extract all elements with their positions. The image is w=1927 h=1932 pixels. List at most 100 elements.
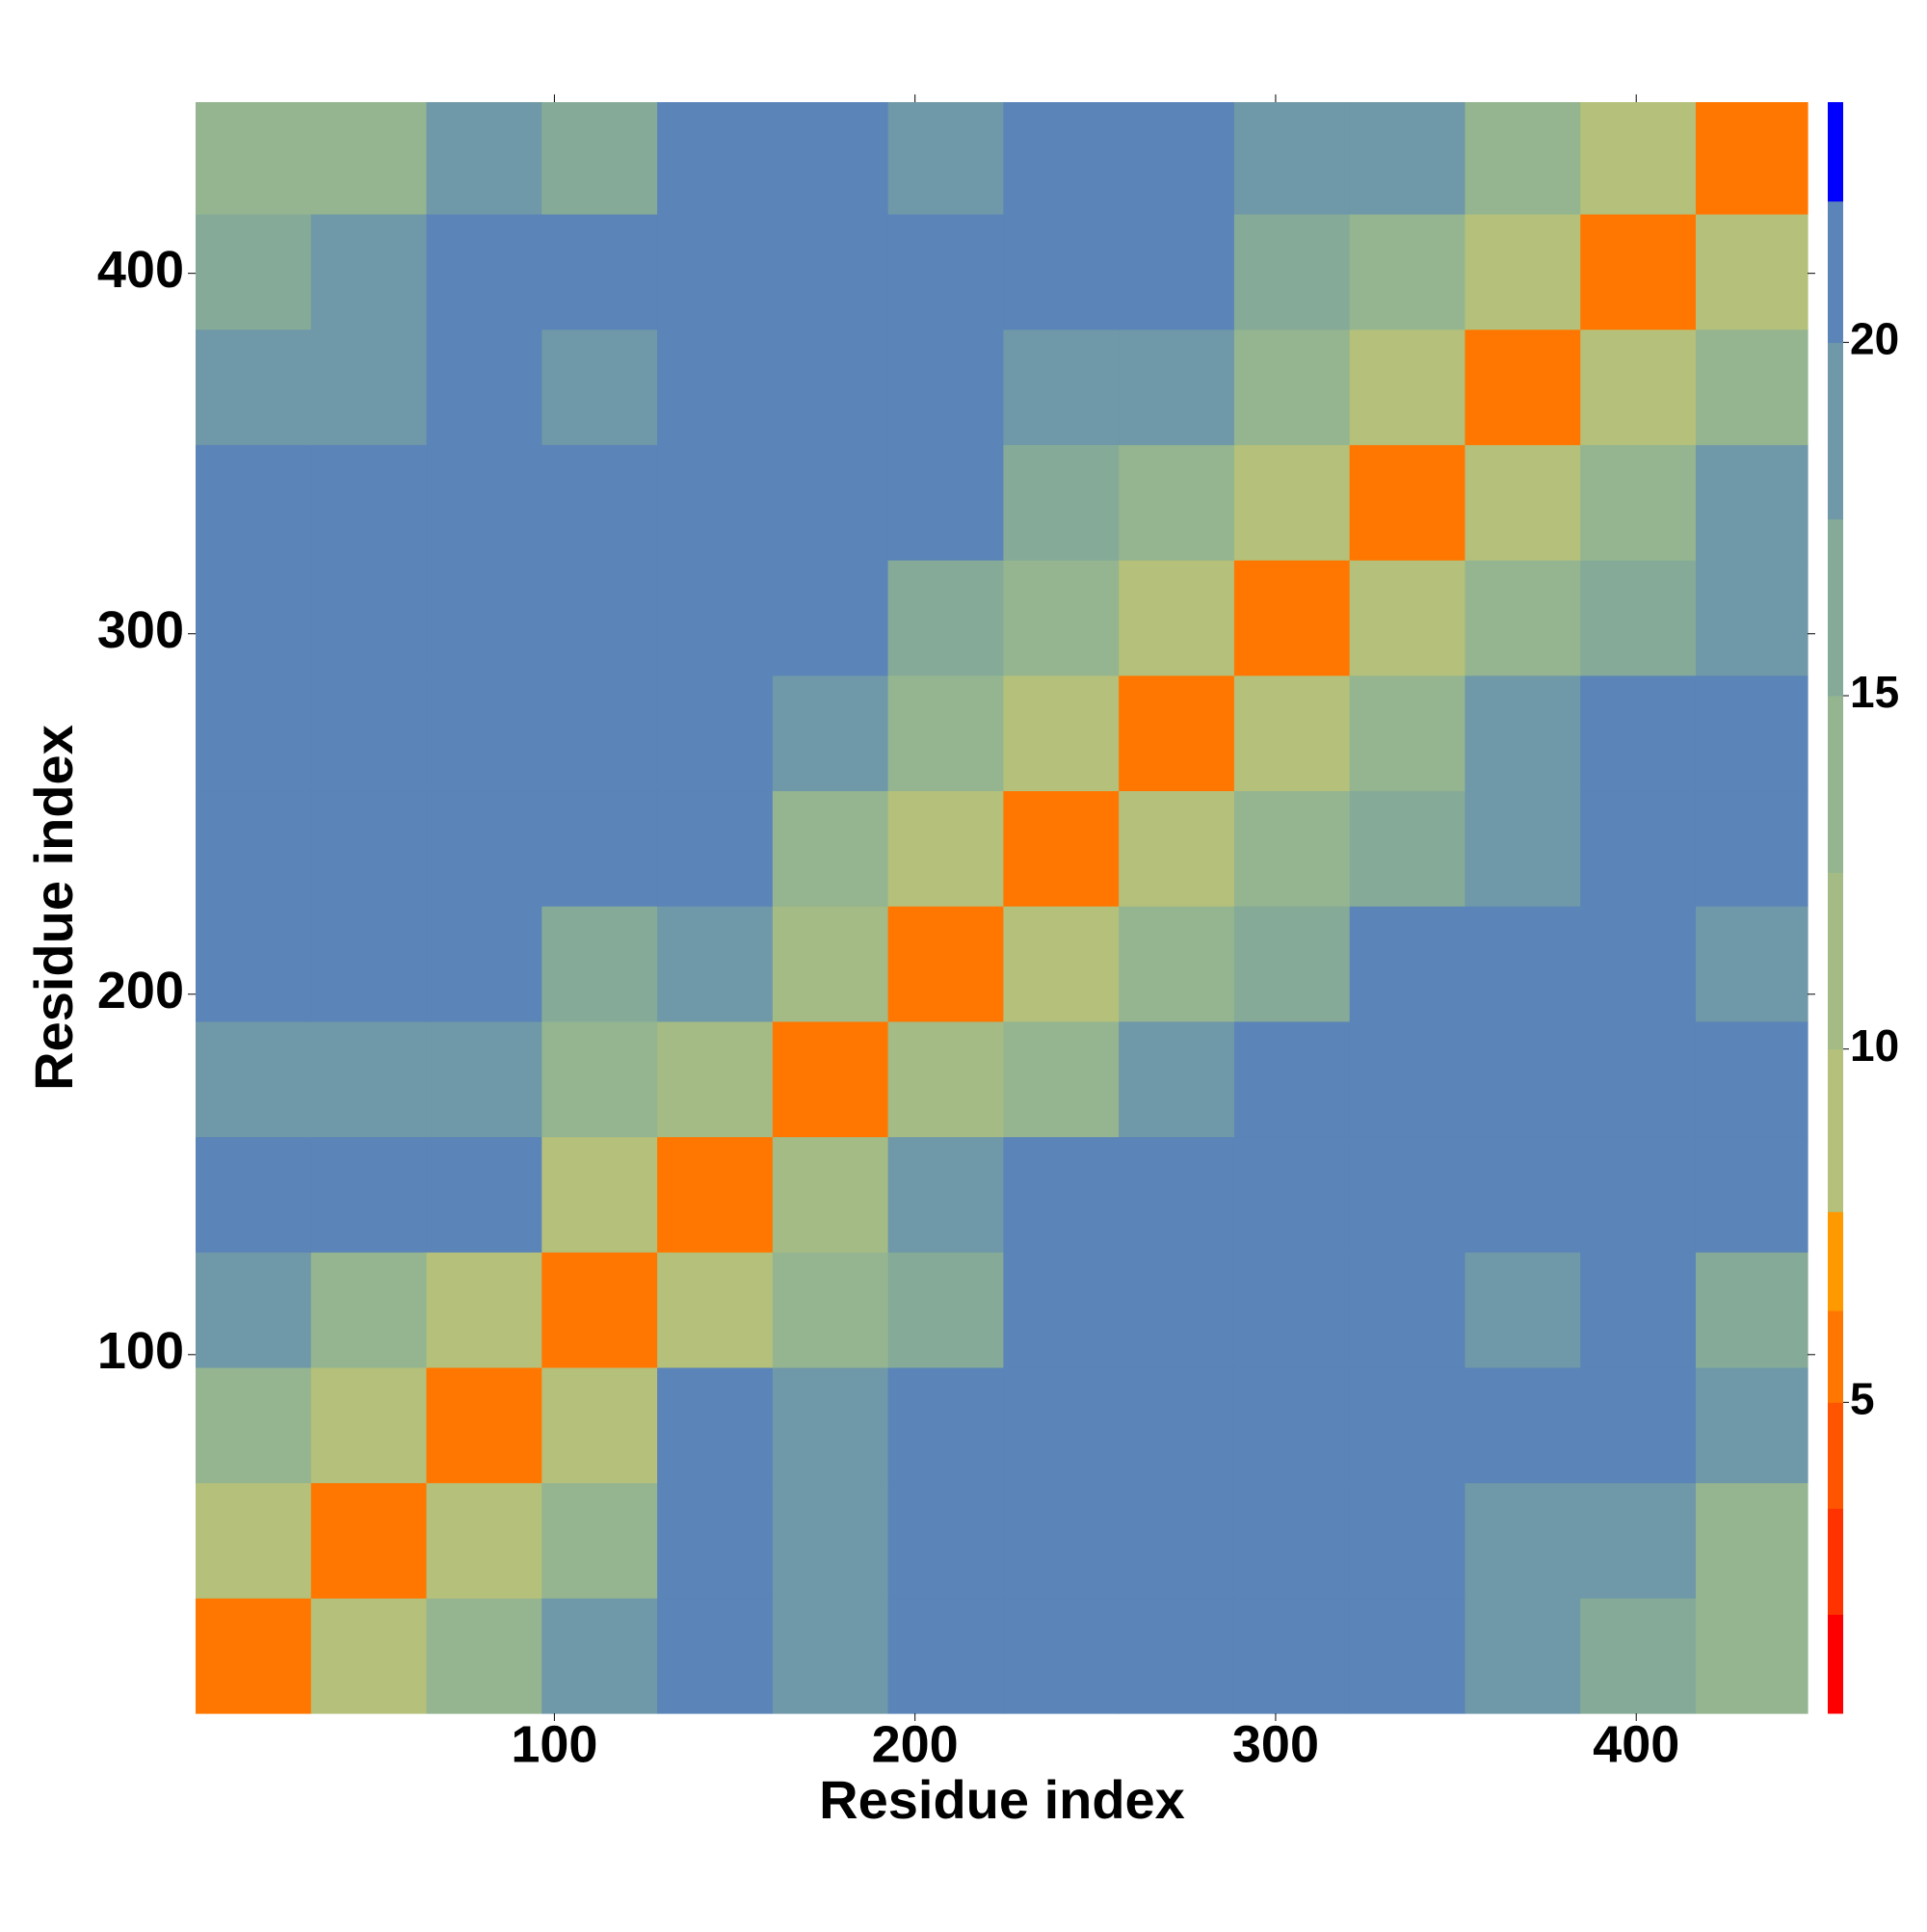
heatmap-cell xyxy=(310,790,428,907)
y-tick-label: 400 xyxy=(97,241,184,299)
heatmap-cell xyxy=(887,1366,1004,1484)
heatmap-cell xyxy=(1349,1482,1466,1599)
heatmap-cell xyxy=(1580,560,1697,676)
colorbar-band xyxy=(1828,200,1843,343)
heatmap-cell xyxy=(1580,1598,1697,1714)
heatmap-cell xyxy=(887,906,1004,1022)
heatmap-cell xyxy=(541,1598,658,1714)
heatmap-cell xyxy=(1695,1598,1808,1714)
colorbar-band xyxy=(1828,1508,1843,1615)
heatmap-cell xyxy=(541,213,658,331)
heatmap-cell xyxy=(1580,444,1697,561)
heatmap-cell xyxy=(887,1136,1004,1253)
heatmap-cell xyxy=(1695,1136,1808,1253)
heatmap-cell xyxy=(1119,790,1235,907)
heatmap-cell xyxy=(657,1366,774,1484)
heatmap-cell xyxy=(1580,102,1697,215)
heatmap-cell xyxy=(196,1366,312,1484)
heatmap-cell xyxy=(772,790,889,907)
heatmap-cell xyxy=(772,675,889,792)
heatmap-cell xyxy=(1695,790,1808,907)
heatmap-cell xyxy=(657,1020,774,1138)
y-tick-label: 100 xyxy=(97,1322,184,1380)
heatmap-cell xyxy=(887,329,1004,445)
heatmap-cell xyxy=(196,560,312,676)
heatmap-cell xyxy=(1119,1136,1235,1253)
heatmap-cell xyxy=(1119,444,1235,561)
heatmap-cell xyxy=(772,1366,889,1484)
heatmap-cell xyxy=(772,1482,889,1599)
heatmap-cell xyxy=(1119,560,1235,676)
heatmap-cell xyxy=(310,102,428,215)
heatmap-cell xyxy=(887,1020,1004,1138)
heatmap-cell xyxy=(541,329,658,445)
colorbar-tick-label: 5 xyxy=(1850,1373,1875,1423)
heatmap-cell xyxy=(657,790,774,907)
heatmap-cell xyxy=(1233,102,1351,215)
heatmap-cell xyxy=(1465,1482,1581,1599)
colorbar-band xyxy=(1828,1211,1843,1311)
heatmap-cell xyxy=(772,1020,889,1138)
heatmap-cell xyxy=(657,1482,774,1599)
heatmap-cell xyxy=(310,444,428,561)
heatmap-cell xyxy=(1695,906,1808,1022)
heatmap-cell xyxy=(657,213,774,331)
heatmap-cell xyxy=(1695,444,1808,561)
colorbar-band xyxy=(1828,518,1843,697)
heatmap-cell xyxy=(1580,790,1697,907)
colorbar-band xyxy=(1828,102,1843,202)
heatmap-cell xyxy=(310,1598,428,1714)
heatmap-cell xyxy=(1003,329,1120,445)
heatmap-cell xyxy=(1233,560,1351,676)
heatmap-cell xyxy=(541,1482,658,1599)
heatmap-cell xyxy=(1695,560,1808,676)
heatmap-cell xyxy=(1349,1252,1466,1368)
heatmap-cell xyxy=(196,906,312,1022)
heatmap-cell xyxy=(541,790,658,907)
colorbar-band xyxy=(1828,1614,1843,1714)
heatmap-cell xyxy=(426,329,542,445)
heatmap-cell xyxy=(1349,1598,1466,1714)
x-tick-label: 300 xyxy=(1232,1715,1319,1773)
heatmap-cell xyxy=(1233,906,1351,1022)
heatmap-cell xyxy=(1119,906,1235,1022)
heatmap-cell xyxy=(310,1136,428,1253)
heatmap-cell xyxy=(1695,1366,1808,1484)
heatmap-cell xyxy=(1119,675,1235,792)
heatmap-cell xyxy=(657,560,774,676)
heatmap-cell xyxy=(1003,675,1120,792)
heatmap-cell xyxy=(1465,329,1581,445)
heatmap-cell xyxy=(1349,1136,1466,1253)
colorbar-tick-label: 10 xyxy=(1850,1020,1899,1071)
heatmap-cell xyxy=(1695,1252,1808,1368)
heatmap-cell xyxy=(1465,675,1581,792)
colorbar-band xyxy=(1828,872,1843,1050)
heatmap-cell xyxy=(196,329,312,445)
heatmap-cell xyxy=(1465,1252,1581,1368)
heatmap-cell xyxy=(1695,102,1808,215)
heatmap-cell xyxy=(1580,1020,1697,1138)
heatmap-cell xyxy=(1349,675,1466,792)
heatmap-cell xyxy=(541,1366,658,1484)
heatmap-cell xyxy=(1233,444,1351,561)
heatmap-cell xyxy=(196,1252,312,1368)
heatmap-cell xyxy=(772,444,889,561)
heatmap-cell xyxy=(887,1252,1004,1368)
heatmap-cell xyxy=(1233,329,1351,445)
colorbar-tick-label: 15 xyxy=(1850,667,1899,717)
heatmap-cell xyxy=(310,1366,428,1484)
heatmap-cell xyxy=(196,1136,312,1253)
heatmap-cell xyxy=(541,675,658,792)
y-axis-label: Residue index xyxy=(23,725,84,1091)
heatmap-cell xyxy=(1003,213,1120,331)
heatmap-cell xyxy=(541,444,658,561)
heatmap-cell xyxy=(1465,1020,1581,1138)
heatmap-cell xyxy=(1233,675,1351,792)
heatmap-cell xyxy=(426,1252,542,1368)
colorbar-band xyxy=(1828,1310,1843,1403)
colorbar-band xyxy=(1828,696,1843,873)
heatmap-cell xyxy=(1465,213,1581,331)
heatmap-cell xyxy=(772,1252,889,1368)
heatmap-cell xyxy=(310,1252,428,1368)
heatmap-cell xyxy=(1465,444,1581,561)
